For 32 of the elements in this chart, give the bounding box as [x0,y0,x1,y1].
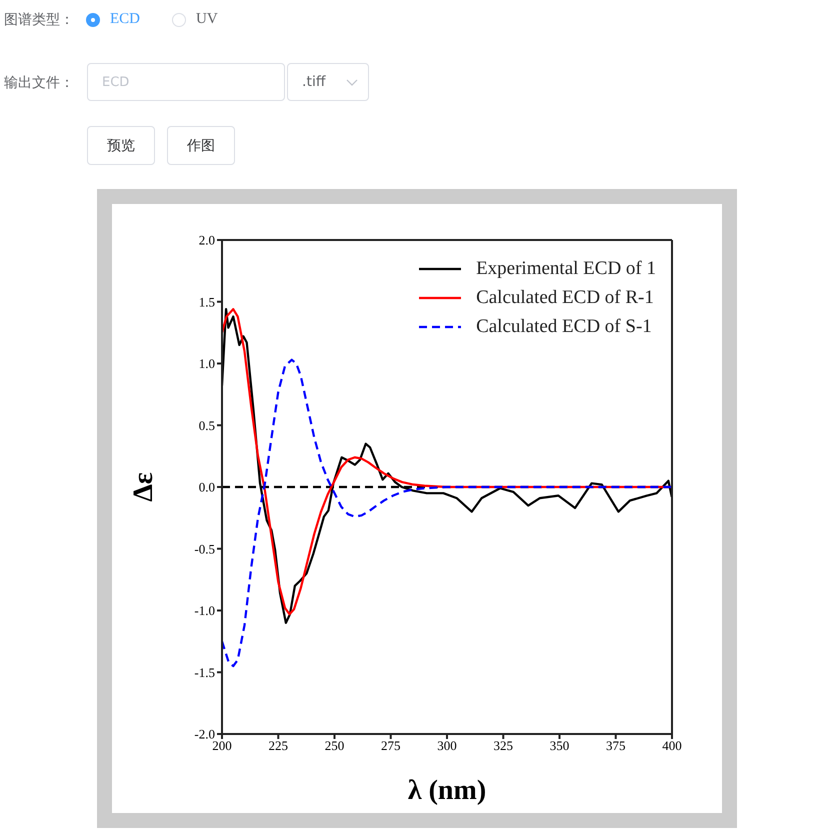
y-tick-label: 1.0 [198,356,215,372]
y-tick-label: 2.0 [198,232,215,248]
y-tick-label: 0.0 [198,480,215,495]
text: UV [196,11,218,28]
x-tick-label: 375 [606,738,626,754]
x-tick-label: 275 [381,738,400,754]
text: 输出文件： [4,74,74,92]
x-tick-label: 250 [324,738,344,754]
x-axis-title: λ (nm) [408,775,486,806]
y-axis-title: Δε [128,472,159,502]
x-tick-label: 300 [437,738,457,754]
legend-label: Calculated ECD of R-1 [476,286,654,308]
x-tick-label: 350 [550,738,570,754]
text: 图谱类型： [4,11,74,29]
x-tick-label: 400 [662,738,682,754]
y-tick-label: -2.0 [194,726,215,742]
y-tick-label: -1.0 [194,603,215,618]
y-tick-label: 1.5 [198,294,215,310]
button: 预览 [87,126,155,165]
x-tick-label: 225 [268,738,288,754]
button: 作图 [167,126,235,165]
text-field: ECD [87,63,285,101]
y-tick-label: -1.5 [194,664,215,680]
dropdown-field: .tiff [287,63,369,101]
legend-label: Calculated ECD of S-1 [476,316,652,338]
y-tick-label: 0.5 [198,418,215,433]
x-tick-label: 200 [212,738,232,754]
x-tick-label: 325 [494,738,513,754]
legend-label: Experimental ECD of 1 [476,258,656,280]
text: ECD [110,11,140,28]
line-series [222,358,672,668]
y-tick-label: -0.5 [194,541,215,556]
